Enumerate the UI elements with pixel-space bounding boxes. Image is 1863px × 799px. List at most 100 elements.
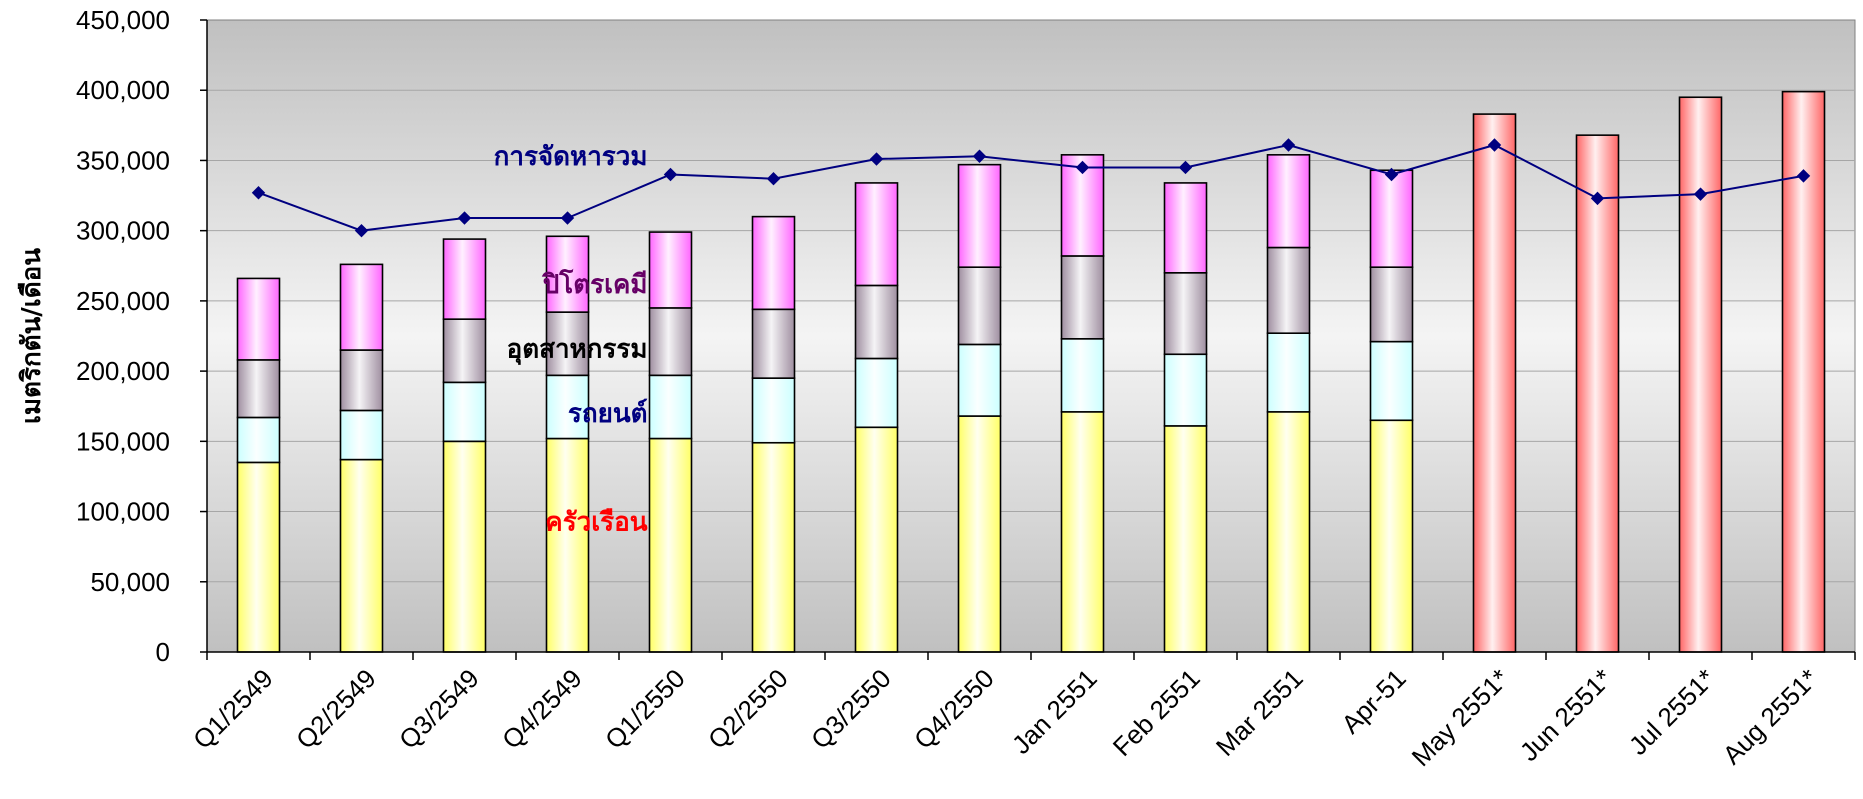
total-line-marker bbox=[972, 149, 987, 163]
bar-segment bbox=[1060, 411, 1105, 653]
total-line-marker bbox=[1384, 167, 1399, 182]
series-label: รถยนต์ bbox=[568, 398, 648, 429]
total-line-marker bbox=[251, 186, 266, 200]
forecast-bar bbox=[1575, 134, 1620, 653]
bar-segment bbox=[1369, 169, 1414, 268]
bar-segment bbox=[854, 182, 899, 287]
x-tick-label: Jun 2551* bbox=[1514, 663, 1618, 767]
forecast-bar bbox=[1678, 96, 1723, 653]
bar-segment bbox=[648, 307, 693, 377]
total-line-marker bbox=[766, 171, 781, 186]
total-line-marker bbox=[457, 211, 472, 225]
forecast-bar bbox=[1781, 90, 1826, 653]
bar-segment bbox=[957, 343, 1002, 417]
bar-segment bbox=[648, 231, 693, 309]
bar-segment bbox=[854, 284, 899, 360]
bar-segment bbox=[648, 374, 693, 440]
total-line-marker bbox=[1281, 138, 1296, 152]
bar-segment bbox=[1369, 266, 1414, 343]
bar-segment bbox=[545, 235, 590, 313]
x-tick-label: May 2551* bbox=[1406, 663, 1515, 772]
bar-segment bbox=[236, 277, 281, 361]
bar-segment bbox=[236, 359, 281, 419]
y-tick-label: 50,000 bbox=[90, 567, 170, 597]
x-tick-label: Q3/2549 bbox=[393, 663, 485, 755]
total-line-marker bbox=[1487, 138, 1502, 152]
x-tick-label: Q3/2550 bbox=[805, 663, 897, 755]
bar-segment bbox=[957, 415, 1002, 653]
x-tick-label: Q2/2549 bbox=[290, 663, 382, 755]
y-tick-label: 100,000 bbox=[76, 497, 170, 527]
total-line-marker bbox=[560, 211, 575, 225]
bar-segment bbox=[236, 461, 281, 653]
bar-segment bbox=[1163, 271, 1208, 356]
bar-segment bbox=[751, 377, 796, 444]
total-line-marker bbox=[869, 152, 884, 166]
total-line-marker bbox=[1796, 169, 1811, 183]
bar-segment bbox=[442, 440, 487, 653]
bar-segment bbox=[1060, 338, 1105, 413]
y-tick-label: 450,000 bbox=[76, 5, 170, 35]
bar-segment bbox=[751, 308, 796, 379]
bar-segment bbox=[339, 349, 384, 412]
bar-segment bbox=[442, 318, 487, 384]
axes bbox=[200, 19, 1856, 660]
x-tick-label: Q4/2549 bbox=[496, 663, 588, 755]
series-label: อุตสาหกรรม bbox=[507, 335, 648, 366]
bar-segment bbox=[751, 215, 796, 311]
series-label: ปิโตรเคมี bbox=[542, 268, 648, 300]
bar-segment bbox=[236, 416, 281, 464]
bar-segment bbox=[1266, 246, 1311, 334]
bar-segment bbox=[1266, 154, 1311, 249]
total-line-marker bbox=[1693, 187, 1708, 201]
bar-segment bbox=[1369, 340, 1414, 422]
x-tick-label: Mar 2551 bbox=[1210, 663, 1309, 762]
forecast-bar bbox=[1472, 113, 1517, 653]
series-label: การจัดหารวม bbox=[494, 142, 648, 172]
total-line-marker bbox=[1075, 160, 1090, 175]
y-tick-label: 0 bbox=[156, 637, 170, 667]
bar-segment bbox=[957, 266, 1002, 346]
y-axis-title: เมตริกตัน/เดือน bbox=[17, 248, 47, 424]
bar-segment bbox=[648, 437, 693, 653]
bar-segment bbox=[1060, 255, 1105, 340]
bar-segment bbox=[957, 163, 1002, 268]
bar-segment bbox=[339, 458, 384, 653]
bar-segment bbox=[442, 238, 487, 320]
x-tick-label: Feb 2551 bbox=[1107, 663, 1206, 762]
total-line-marker bbox=[354, 223, 369, 238]
bar-segment bbox=[545, 437, 590, 653]
bar-segment bbox=[1266, 332, 1311, 413]
bar-segment bbox=[1266, 411, 1311, 653]
bar-segment bbox=[854, 357, 899, 429]
x-tick-label: Jul 2551* bbox=[1623, 663, 1721, 761]
x-tick-label: Apr-51 bbox=[1335, 663, 1411, 739]
x-tick-label: Q1/2550 bbox=[599, 663, 691, 755]
y-tick-label: 250,000 bbox=[76, 286, 170, 316]
x-tick-label: Aug 2551* bbox=[1717, 663, 1824, 770]
bar-segment bbox=[1163, 182, 1208, 274]
bar-segment bbox=[751, 441, 796, 653]
bar-segment bbox=[1369, 419, 1414, 653]
bar-segment bbox=[1163, 353, 1208, 427]
series-label: ครัวเรือน bbox=[545, 507, 647, 537]
bar-segment bbox=[1163, 425, 1208, 653]
bar-segment bbox=[339, 409, 384, 461]
y-tick-labels: 0 50,000 100,000 150,000 200,000 250,000 300,0… bbox=[76, 5, 170, 667]
total-line-path bbox=[258, 143, 1804, 232]
bar-segment bbox=[442, 381, 487, 443]
x-tick-label: Q4/2550 bbox=[908, 663, 1000, 755]
x-tick-label: Jan 2551 bbox=[1006, 663, 1103, 760]
total-line-marker bbox=[1590, 191, 1605, 206]
series-labels: ครัวเรือน รถยนต์ อุตสาหกรรม ปิโตรเคมี การจัด… bbox=[494, 142, 648, 537]
bar-segment bbox=[339, 263, 384, 351]
y-tick-label: 400,000 bbox=[76, 75, 170, 105]
bar-segment bbox=[854, 426, 899, 653]
y-tick-label: 350,000 bbox=[76, 145, 170, 175]
x-tick-label: Q1/2549 bbox=[187, 663, 279, 755]
x-tick-label: Q2/2550 bbox=[702, 663, 794, 755]
total-supply-line bbox=[251, 138, 1811, 238]
x-tick-labels: Q1/2549 Q2/2549 Q3/2549 Q4/2549 Q1/2550 Q2/25… bbox=[187, 663, 1824, 772]
total-line-marker bbox=[663, 167, 678, 182]
